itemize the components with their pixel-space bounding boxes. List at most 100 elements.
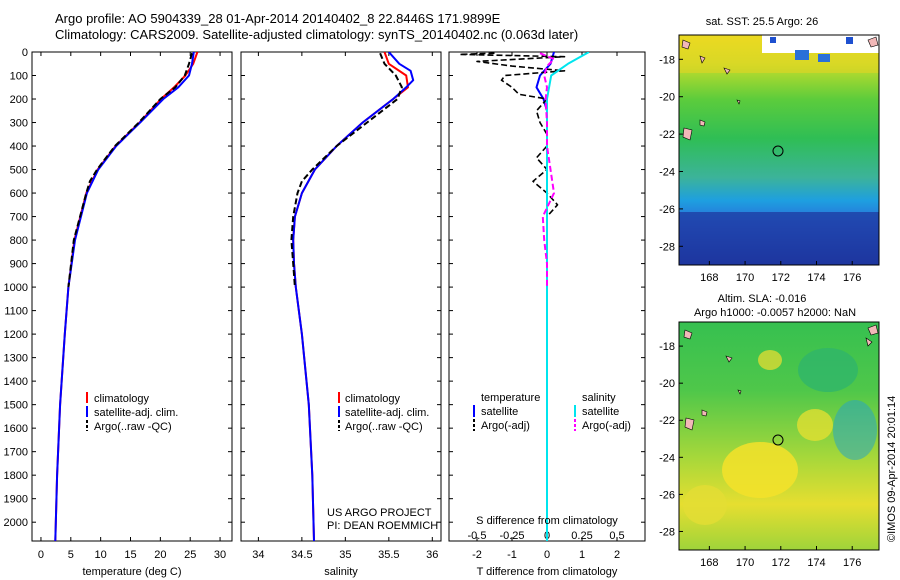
map-y-tick-label: -24 [659, 452, 675, 464]
x-tick-label: 0 [38, 549, 44, 561]
x-top-tick-label: -0.25 [499, 530, 524, 542]
sst-pixel [818, 54, 830, 62]
x-tick-label: 35.5 [378, 549, 399, 561]
sst-cloud-mask [762, 35, 879, 53]
map-x-tick-label: 168 [700, 272, 718, 284]
x-tick-label: 2 [614, 549, 620, 561]
x-tick-label: 25 [184, 549, 196, 561]
sla-map [678, 321, 880, 551]
map-y-tick-label: -26 [659, 489, 675, 501]
legend-argo-label: Argo(..raw -QC) [94, 421, 172, 433]
map-y-tick-label: -28 [659, 241, 675, 253]
sst-map [678, 34, 880, 266]
y-tick-label: 2000 [4, 517, 28, 529]
sst-pixel [770, 37, 776, 43]
map-x-tick-label: 172 [772, 272, 790, 284]
x-top-tick-label: 0.25 [571, 530, 592, 542]
y-tick-label: 900 [10, 259, 28, 271]
legend-argo-label: Argo(..raw -QC) [345, 421, 423, 433]
y-tick-label: 0 [22, 47, 28, 59]
y-tick-label: 1400 [4, 376, 28, 388]
map-x-tick-label: 176 [843, 272, 861, 284]
credit-line1: US ARGO PROJECT [327, 507, 432, 519]
series-line-temperature-argo-adj- [458, 52, 566, 288]
sla-low-blob [833, 400, 877, 460]
y-tick-label: 400 [10, 141, 28, 153]
y-tick-label: 1900 [4, 494, 28, 506]
y-tick-label: 1600 [4, 423, 28, 435]
series-line-satellite-adj-clim- [292, 52, 415, 541]
x-tick-label: 36 [426, 549, 438, 561]
x-tick-label: 1 [579, 549, 585, 561]
difference-axis-ticks: -2 -1 0 1 2-0.5 -0.25 0 0.25 0.5 [449, 51, 645, 561]
y-tick-label: 100 [10, 71, 28, 83]
difference-xlabel-bottom: T difference from climatology [477, 566, 618, 578]
credit-line2: PI: DEAN ROEMMICH [327, 520, 438, 532]
x-tick-label: 34.5 [291, 549, 312, 561]
difference-xlabel-top: S difference from climatology [476, 515, 618, 527]
header-line1: Argo profile: AO 5904339_28 01-Apr-2014 … [55, 11, 501, 26]
sla-high-blob [797, 409, 833, 441]
series-line-argo-raw-qc- [67, 52, 193, 288]
map-y-tick-label: -22 [659, 415, 675, 427]
legend-satellite-label: satellite-adj. clim. [94, 407, 178, 419]
difference-legend: temperature satellite Argo(-adj) salinit… [473, 392, 631, 432]
series-line-temperature-satellite [535, 52, 555, 541]
sla-map-frame [678, 321, 880, 551]
map-x-tick-label: 170 [736, 557, 754, 569]
series-line-climatology [292, 52, 409, 541]
legend-t-satellite-label: satellite [481, 406, 518, 418]
sst-pixel [846, 37, 853, 44]
legend-salinity-title: salinity [582, 392, 616, 404]
legend-climatology-label: climatology [345, 393, 401, 405]
x-tick-label: 15 [124, 549, 136, 561]
sla-float-marker [772, 434, 784, 446]
x-tick-label: 0 [544, 549, 550, 561]
sst-map-ticks: 168 170 172 174 176 -18 -20 -22 -24 -26 -28 [659, 54, 861, 284]
x-tick-label: 10 [95, 549, 107, 561]
sst-float-marker [772, 145, 784, 157]
map-x-tick-label: 168 [700, 557, 718, 569]
legend-climatology-label: climatology [94, 393, 150, 405]
x-tick-label: -2 [472, 549, 482, 561]
y-tick-label: 1200 [4, 329, 28, 341]
y-tick-label: 1300 [4, 353, 28, 365]
map-x-tick-label: 176 [843, 557, 861, 569]
salinity-axis-ticks: 34 34.5 35 35.5 36 [241, 51, 441, 561]
sla-high-blob [758, 350, 782, 370]
sla-map-ticks: 168 170 172 174 176 -18 -20 -22 -24 -26 -28 [659, 341, 861, 569]
y-tick-label: 800 [10, 235, 28, 247]
sst-map-frame [678, 34, 880, 266]
series-line-satellite-adj-clim- [54, 52, 195, 541]
x-tick-label: 34 [252, 549, 264, 561]
y-tick-label: 1100 [4, 306, 28, 318]
map-y-tick-label: -18 [659, 341, 675, 353]
y-tick-label: 1500 [4, 400, 28, 412]
y-tick-label: 1700 [4, 447, 28, 459]
sla-map-title1: Altim. SLA: -0.016 [718, 293, 807, 305]
salinity-lines [290, 52, 415, 541]
sla-high-blob [683, 485, 727, 525]
salinity-legend: climatology satellite-adj. clim. Argo(..… [338, 392, 429, 433]
map-x-tick-label: 174 [807, 557, 825, 569]
imos-stamp: ©IMOS 09-Apr-2014 20:01:14 [886, 396, 898, 542]
x-tick-label: 5 [68, 549, 74, 561]
series-line-salinity-satellite [546, 52, 590, 541]
x-tick-label: 35 [339, 549, 351, 561]
x-tick-label: -1 [507, 549, 517, 561]
legend-t-argo-label: Argo(-adj) [481, 420, 530, 432]
sla-high-blob [722, 442, 798, 498]
map-y-tick-label: -24 [659, 167, 675, 179]
series-line-argo-raw-qc- [290, 52, 403, 288]
y-tick-label: 200 [10, 94, 28, 106]
x-top-tick-label: -0.5 [468, 530, 487, 542]
x-tick-label: 30 [214, 549, 226, 561]
legend-s-argo-label: Argo(-adj) [582, 420, 631, 432]
temperature-xlabel: temperature (deg C) [82, 566, 181, 578]
sst-islands [681, 36, 879, 141]
temperature-axis-ticks: 0100200300400500600700800900100011001200… [4, 47, 232, 561]
y-tick-label: 1000 [4, 282, 28, 294]
x-tick-label: 20 [154, 549, 166, 561]
